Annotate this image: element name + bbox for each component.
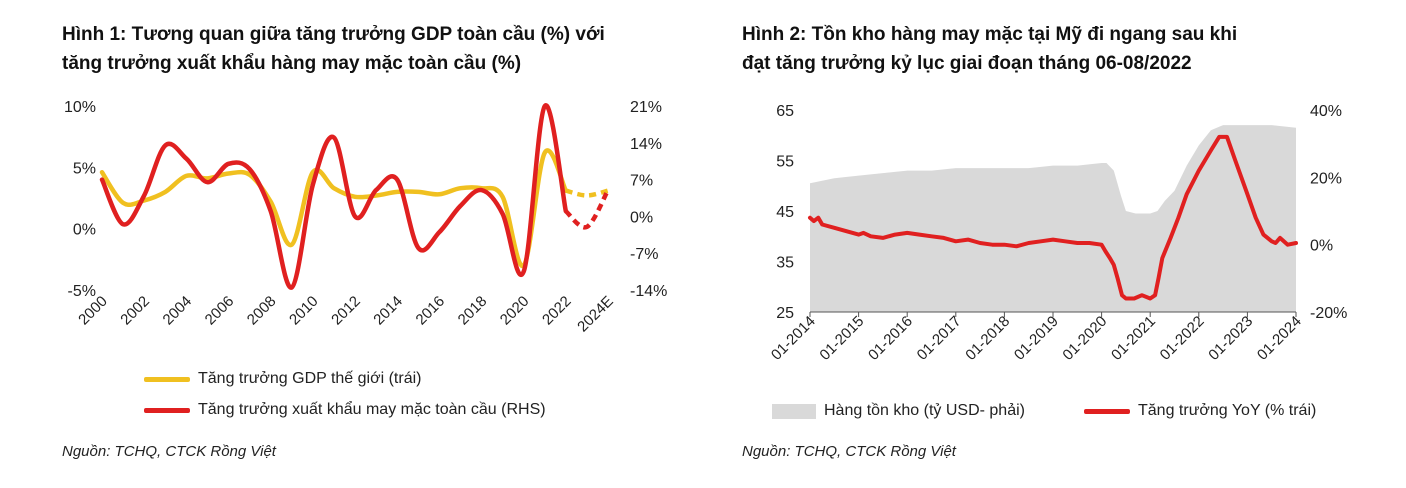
y-right-tick-label: 0% (630, 209, 653, 226)
figure-2: Hình 2: Tồn kho hàng may mặc tại Mỹ đi n… (742, 0, 1406, 488)
y-right-tick-label: 40% (1310, 103, 1342, 120)
x-tick-label: 2002 (117, 293, 153, 329)
y-right-tick-label: -14% (630, 283, 667, 300)
y-left-tick-label: -5% (68, 283, 96, 300)
legend-yoy: Tăng trưởng YoY (% trái) (1084, 402, 1316, 420)
legend-exports-label: Tăng trưởng xuất khẩu may mặc toàn cầu (… (198, 401, 546, 418)
y-left-tick-label: 5% (73, 160, 96, 177)
legend-yoy-swatch (1084, 408, 1130, 414)
y-left-tick-label: 55 (776, 154, 794, 171)
x-tick-label: 01-2021 (1108, 313, 1159, 364)
x-tick-label: 2006 (202, 293, 238, 329)
y-right-tick-label: 20% (1310, 170, 1342, 187)
x-tick-label: 2016 (413, 293, 449, 329)
y-left-tick-label: 45 (776, 204, 794, 221)
x-tick-label: 01-2024 (1254, 313, 1305, 364)
inventory-area (810, 125, 1296, 312)
gdp-series-line-projected (565, 188, 609, 198)
x-tick-label: 2014 (370, 293, 406, 329)
legend-exports-swatch (144, 407, 190, 413)
y-right-tick-label: 14% (630, 136, 662, 153)
x-tick-label: 2012 (328, 293, 364, 329)
figure-2-source: Nguồn: TCHQ, CTCK Rồng Việt (742, 443, 956, 460)
legend-gdp: Tăng trưởng GDP thế giới (trái) (144, 370, 421, 388)
y-left-tick-label: 10% (64, 99, 96, 116)
figure-1: Hình 1: Tương quan giữa tăng trưởng GDP … (62, 0, 742, 488)
x-tick-label: 2022 (539, 293, 575, 329)
x-tick-label: 01-2019 (1011, 313, 1062, 364)
legend-inventory-label: Hàng tồn kho (tỷ USD- phải) (824, 402, 1025, 419)
exports-series-line (99, 103, 569, 290)
legend-inventory-swatch (772, 403, 816, 419)
x-tick-label: 2018 (455, 293, 491, 329)
x-tick-label: 01-2017 (914, 313, 965, 364)
legend-gdp-swatch (144, 376, 190, 382)
legend-yoy-label: Tăng trưởng YoY (% trái) (1138, 402, 1317, 419)
legend-inventory: Hàng tồn kho (tỷ USD- phải) (772, 402, 1025, 420)
gdp-series-line (99, 148, 569, 268)
x-tick-label: 2024E (574, 293, 617, 336)
legend-gdp-label: Tăng trưởng GDP thế giới (trái) (198, 370, 422, 387)
exports-series-line-projected (564, 188, 610, 230)
figure-2-chart: 2535455565-20%0%20%40%01-201401-201501-2… (768, 103, 1347, 364)
x-tick-label: 2020 (497, 293, 533, 329)
x-tick-label: 2010 (286, 293, 322, 329)
x-tick-label: 2004 (160, 293, 196, 329)
figure-1-source: Nguồn: TCHQ, CTCK Rồng Việt (62, 443, 276, 460)
y-left-tick-label: 65 (776, 103, 794, 120)
figure-1-title: Hình 1: Tương quan giữa tăng trưởng GDP … (62, 24, 605, 74)
figure-2-title: Hình 2: Tồn kho hàng may mặc tại Mỹ đi n… (742, 24, 1238, 74)
figure-1-chart: -5%0%5%10%-14%-7%0%7%14%21%2000 2002 2004 2… (64, 99, 667, 336)
x-tick-label: 01-2023 (1205, 313, 1256, 364)
y-right-tick-label: 0% (1310, 238, 1333, 255)
y-left-tick-label: 35 (776, 255, 794, 272)
y-right-tick-label: 7% (630, 173, 653, 190)
x-tick-label: 2008 (244, 293, 280, 329)
x-tick-label: 01-2018 (962, 313, 1013, 364)
yoy-growth-line (808, 134, 1298, 301)
x-tick-label: 01-2022 (1157, 313, 1208, 364)
y-right-tick-label: -20% (1310, 305, 1347, 322)
y-left-tick-label: 25 (776, 305, 794, 322)
y-right-tick-label: -7% (630, 246, 658, 263)
legend-exports: Tăng trưởng xuất khẩu may mặc toàn cầu (… (144, 401, 546, 419)
y-right-tick-label: 21% (630, 99, 662, 116)
x-tick-label: 01-2020 (1059, 313, 1110, 364)
x-tick-label: 01-2015 (816, 313, 867, 364)
x-tick-label: 01-2016 (865, 313, 916, 364)
y-left-tick-label: 0% (73, 222, 96, 239)
